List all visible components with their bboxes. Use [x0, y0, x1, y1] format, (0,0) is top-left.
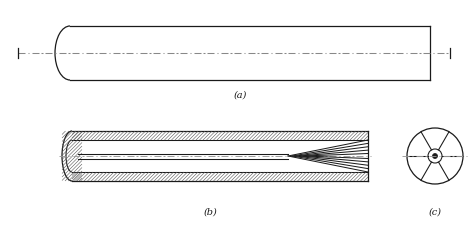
Text: (c): (c) [429, 208, 441, 217]
Text: (a): (a) [233, 91, 247, 100]
Circle shape [432, 154, 438, 158]
Text: (b): (b) [203, 208, 217, 217]
